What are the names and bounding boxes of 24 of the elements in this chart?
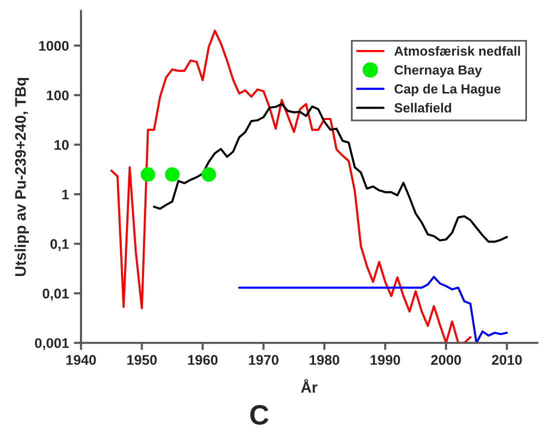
x-tick-label: 1990	[370, 355, 400, 365]
y-tick-label: 100	[46, 90, 69, 100]
x-tick-label: 1980	[310, 355, 340, 365]
y-tick-label: 1000	[39, 40, 69, 51]
line-series	[238, 276, 508, 343]
legend-label: Chernaya Bay	[394, 64, 482, 78]
y-axis-title: Utslipp av Pu-239+240, TBq	[14, 78, 29, 276]
y-tick-label: 0,1	[50, 239, 69, 251]
y-tick-label: 10	[54, 140, 69, 150]
text: C	[250, 405, 268, 425]
y-tick-label: 1	[62, 190, 69, 200]
x-tick-label: 1950	[127, 355, 157, 365]
x-tick-label: 1940	[66, 355, 96, 365]
y-tick-label: 0,01	[42, 288, 69, 300]
x-tick-label: 1970	[248, 355, 278, 365]
legend-label: Cap de La Hague	[394, 84, 501, 96]
x-tick-label: 1960	[188, 355, 218, 365]
line-series	[152, 103, 508, 243]
x-tick-label: 2000	[431, 355, 461, 365]
y-tick-label: 0,001	[34, 338, 69, 350]
x-tick-label: 2010	[492, 355, 522, 365]
legend-label: Atmosfærisk nedfall	[394, 46, 520, 56]
legend-label: Sellafield	[394, 102, 452, 113]
x-axis-title: År	[301, 379, 318, 393]
